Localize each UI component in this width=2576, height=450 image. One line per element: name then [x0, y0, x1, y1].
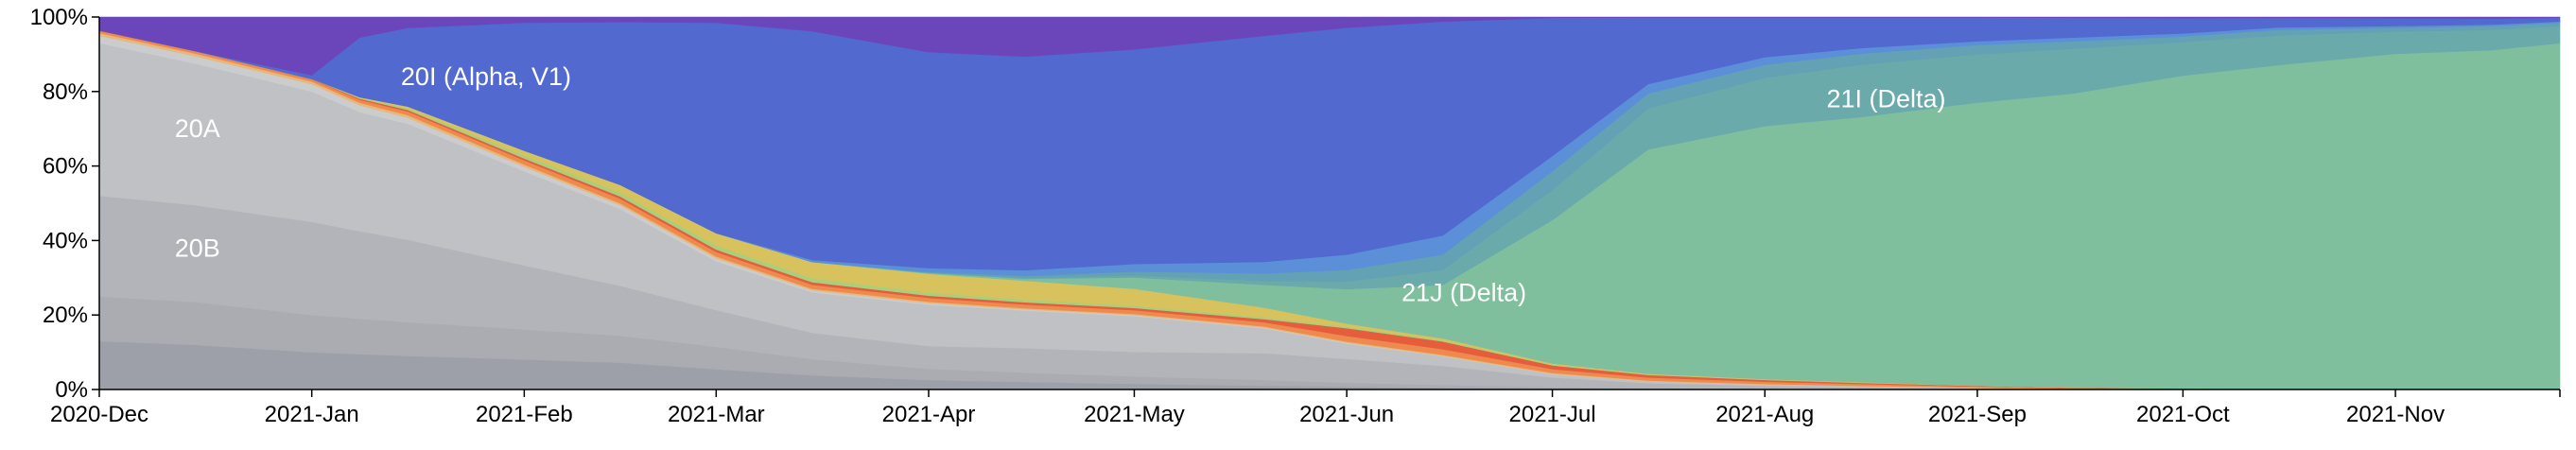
label-21j-delta: 21J (Delta)	[1401, 279, 1526, 307]
y-tick-label: 40%	[43, 228, 88, 253]
label-20b: 20B	[175, 234, 220, 262]
x-tick-label: 2021-Mar	[668, 402, 765, 427]
y-tick-label: 0%	[55, 377, 88, 403]
label-20a: 20A	[175, 114, 220, 143]
x-tick-label: 2021-Oct	[2136, 402, 2230, 427]
x-axis: 2020-Dec 2021-Jan 2021-Feb 2021-Mar 2021-Apr…	[50, 389, 2561, 427]
chart-areas	[98, 16, 2561, 390]
y-axis: 0% 20% 40% 60% 80% 100%	[30, 5, 100, 403]
y-tick-label: 20%	[43, 303, 88, 328]
x-tick-label: 2021-Feb	[476, 402, 573, 427]
label-20i-alpha-v1: 20I (Alpha, V1)	[401, 62, 571, 91]
x-tick-label: 2021-Jun	[1299, 402, 1394, 427]
clade-labels: 20A 20B 20I (Alpha, V1) 21J (Delta) 21I (Del…	[175, 62, 1946, 307]
area-series-15	[98, 16, 2561, 76]
x-tick-label: 2021-Apr	[882, 402, 976, 427]
x-tick-label: 2020-Dec	[50, 402, 148, 427]
x-tick-label: 2021-Sep	[1928, 402, 2027, 427]
x-tick-label: 2021-Aug	[1715, 402, 1814, 427]
x-tick-label: 2021-Nov	[2346, 402, 2445, 427]
x-tick-label: 2021-Jan	[265, 402, 359, 427]
y-tick-label: 80%	[43, 79, 88, 105]
x-tick-label: 2021-May	[1084, 402, 1185, 427]
x-tick-label: 2021-Jul	[1509, 402, 1596, 427]
y-tick-label: 100%	[30, 5, 88, 30]
label-21i-delta: 21I (Delta)	[1826, 85, 1945, 113]
y-tick-label: 60%	[43, 154, 88, 180]
